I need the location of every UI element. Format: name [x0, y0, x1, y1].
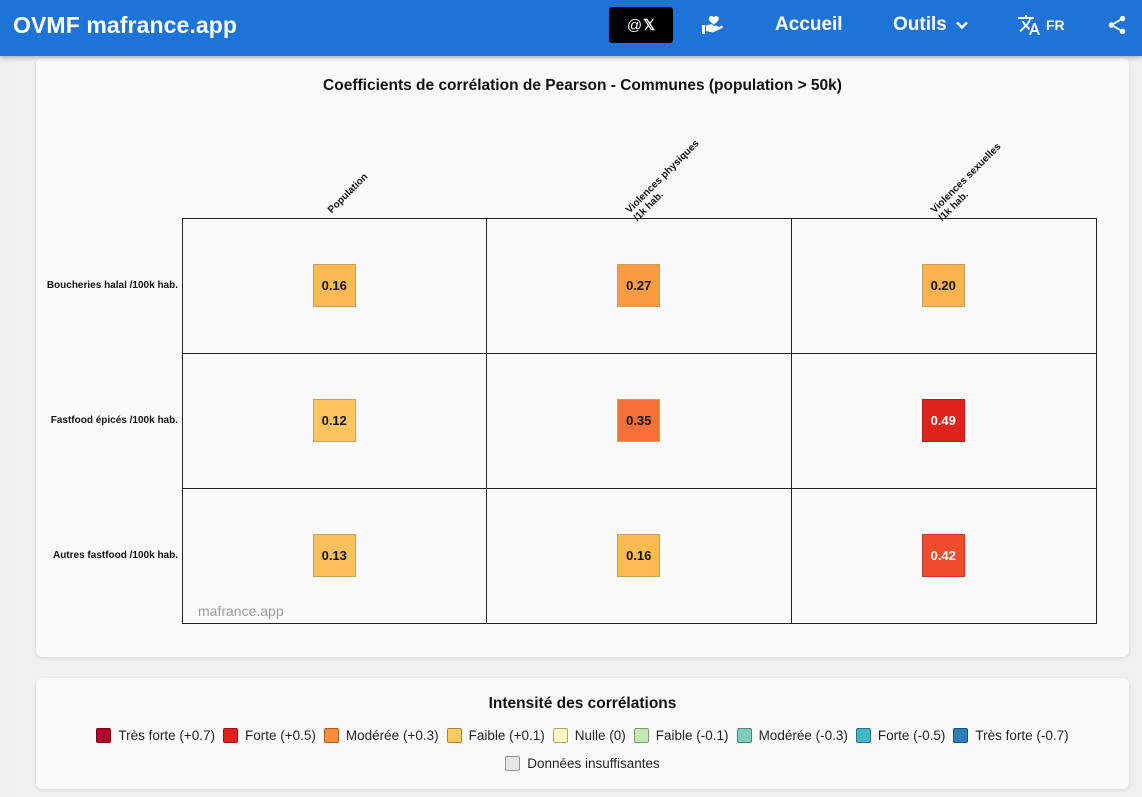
legend-label: Très forte (+0.7): [118, 728, 215, 743]
heatmap-cell-value: 0.13: [321, 548, 347, 563]
legend-swatch: [96, 728, 112, 743]
row-label-boucheries-halal: Boucheries halal /100k hab.: [46, 280, 178, 291]
chart-title: Coefficients de corrélation de Pearson -…: [323, 77, 842, 94]
legend-swatch: [855, 728, 871, 743]
heatmap-cell-value: 0.12: [321, 413, 347, 428]
at-sign: @: [626, 16, 643, 34]
legend-item: Très forte (-0.7): [953, 728, 1069, 743]
heatmap-cell[interactable]: 0.27: [617, 264, 661, 307]
legend-item: Modérée (+0.3): [323, 728, 439, 743]
heatmap-cell[interactable]: 0.13: [312, 534, 356, 577]
legend-title: Intensité des corrélations: [488, 695, 677, 712]
legend-label: Nulle (0): [574, 728, 626, 743]
column-label-violences-physiques: Violences physiques /1k hab.: [624, 138, 702, 224]
legend-swatch: [552, 728, 568, 743]
heatmap-cell-value: 0.42: [930, 548, 956, 563]
heatmap-cell[interactable]: 0.42: [921, 534, 965, 577]
legend-label: Données insuffisantes: [527, 756, 660, 771]
legend-swatch: [446, 728, 462, 743]
app-brand[interactable]: OVMF mafrance.app: [13, 12, 238, 38]
grid-divider: [183, 488, 1096, 489]
column-label-violences-sexuelles: Violences sexuelles /1k hab.: [929, 141, 1004, 224]
legend-card: Intensité des corrélations Très forte (+…: [36, 678, 1129, 789]
legend-label: Modérée (-0.3): [758, 728, 848, 743]
heatmap-cell[interactable]: 0.35: [617, 399, 661, 442]
legend-label: Forte (-0.5): [877, 728, 946, 743]
heatmap-cell[interactable]: 0.16: [312, 264, 356, 307]
x-profile-button[interactable]: @ 𝕏: [609, 7, 673, 43]
grid-divider: [486, 219, 487, 623]
share-icon[interactable]: [1106, 14, 1128, 36]
grid-divider: [791, 219, 792, 623]
heatmap-cell-value: 0.16: [626, 548, 652, 563]
legend-label: Modérée (+0.3): [345, 728, 439, 743]
legend-swatch: [323, 728, 339, 743]
legend-item: Faible (+0.1): [446, 728, 545, 743]
legend-label: Très forte (-0.7): [975, 728, 1069, 743]
hand-heart-icon[interactable]: [700, 13, 724, 37]
legend-item: Forte (-0.5): [855, 728, 946, 743]
legend-item: Nulle (0): [552, 728, 626, 743]
legend-swatch: [633, 728, 649, 743]
column-label-population: Population: [326, 171, 371, 216]
page-gutter: [0, 56, 16, 797]
legend-label: Forte (+0.5): [245, 728, 316, 743]
heatmap-cell[interactable]: 0.20: [921, 264, 965, 307]
legend-item: Faible (-0.1): [633, 728, 729, 743]
language-selector[interactable]: FR: [1017, 13, 1065, 37]
legend-items: Très forte (+0.7) Forte (+0.5) Modérée (+0…: [36, 728, 1129, 743]
legend-item-insufficient: Données insuffisantes: [505, 756, 660, 771]
heatmap-cell[interactable]: 0.16: [617, 534, 661, 577]
row-label-autres-fastfood: Autres fastfood /100k hab.: [52, 550, 178, 561]
heatmap-cell[interactable]: 0.12: [312, 399, 356, 442]
row-label-fastfood-epices: Fastfood épicés /100k hab.: [50, 415, 178, 426]
x-logo-icon: 𝕏: [643, 17, 656, 34]
heatmap-cell-value: 0.49: [930, 413, 956, 428]
legend-swatch: [736, 728, 752, 743]
heatmap-cell-value: 0.20: [930, 278, 956, 293]
top-app-bar: OVMF mafrance.app @ 𝕏 Accueil Outils FR: [0, 0, 1142, 56]
nav-tools-menu[interactable]: Outils: [893, 14, 969, 36]
legend-label: Faible (+0.1): [468, 728, 545, 743]
heatmap-cell-value: 0.16: [321, 278, 347, 293]
heatmap-cell-value: 0.27: [626, 278, 652, 293]
grid-divider: [183, 353, 1096, 354]
legend-swatch: [223, 728, 238, 743]
legend-swatch: [953, 728, 969, 743]
legend-item: Très forte (+0.7): [96, 728, 215, 743]
heatmap-cell-value: 0.35: [626, 413, 652, 428]
legend-item: Forte (+0.5): [223, 728, 316, 743]
language-code: FR: [1046, 17, 1065, 33]
legend-item: Modérée (-0.3): [736, 728, 848, 743]
heatmap-grid: 0.16 0.27 0.20 0.12 0.35 0.49 0.13 0.16 0.42: [182, 218, 1097, 624]
heatmap-cell[interactable]: 0.49: [921, 399, 965, 442]
watermark: mafrance.app: [198, 603, 284, 619]
translate-icon: [1018, 15, 1040, 35]
legend-swatch: [505, 756, 521, 771]
chevron-down-icon: [955, 21, 968, 30]
legend-insufficient: Données insuffisantes: [36, 756, 1129, 771]
correlation-chart-card: Coefficients de corrélation de Pearson -…: [36, 58, 1129, 657]
nav-home-link[interactable]: Accueil: [775, 14, 843, 35]
nav-tools-label: Outils: [893, 14, 947, 35]
legend-label: Faible (-0.1): [655, 728, 729, 743]
